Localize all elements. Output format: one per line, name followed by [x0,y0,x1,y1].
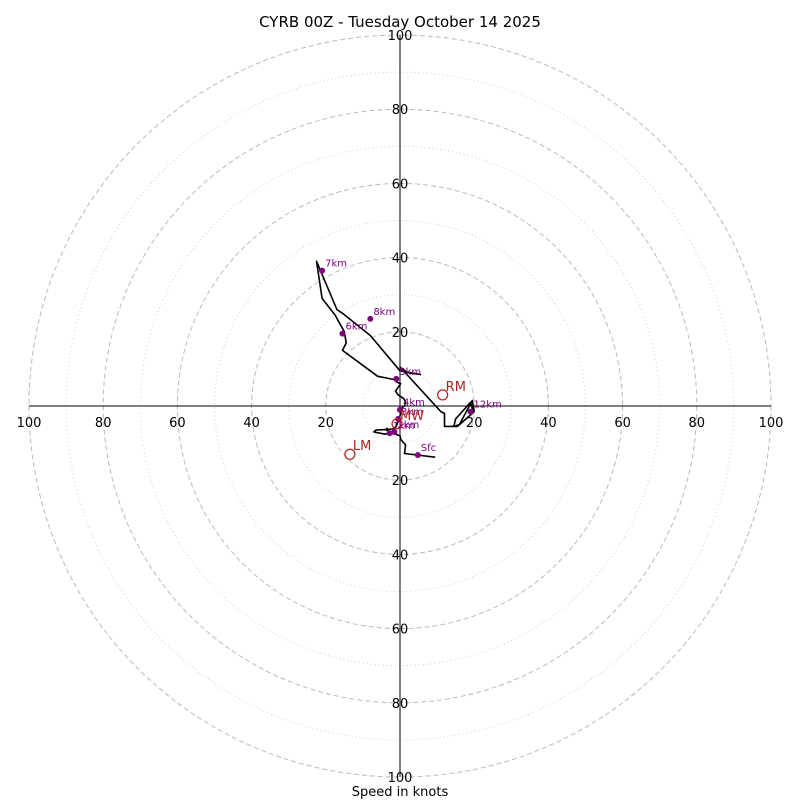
axes [29,35,771,777]
height-marker-5km [393,375,400,382]
storm-motion-label-LM: LM [353,439,371,454]
storm-motion-markers: RM LM MW [344,380,466,460]
height-marker-7km [319,267,326,274]
height-label-12km: 12km [473,400,501,411]
storm-motion-LM [344,448,356,460]
height-marker-6km [339,330,346,337]
height-label-5km: 5km [399,367,421,378]
storm-motion-label-RM: RM [446,380,466,395]
x-axis-label: Speed in knots [352,785,449,800]
height-label-6km: 6km [345,322,367,333]
y-tick-label: 100 [388,29,413,44]
y-tick-label: 60 [392,623,409,638]
storm-motion-label-MW: MW [400,409,424,424]
storm-motion-RM [437,389,449,401]
x-tick-label: 20 [466,416,483,431]
height-label-2km: 2km [397,420,419,431]
storm-motion-MW [391,418,403,430]
y-tick-label: 80 [392,697,409,712]
height-marker-8km [367,315,374,322]
height-label-4km: 4km [403,398,425,409]
height-label-Sfc: Sfc [421,443,436,454]
height-marker-1km [386,430,393,437]
x-tick-label: 80 [689,416,706,431]
y-tick-label: 100 [388,771,413,786]
height-marker-12km [467,408,474,415]
y-tick-label: 40 [392,252,409,267]
x-tick-label: 40 [243,416,260,431]
x-tick-label: 100 [759,416,784,431]
y-tick-label: 20 [392,326,409,341]
height-label-7km: 7km [325,259,347,270]
height-marker-2km [391,428,398,435]
height-label-1km: 1km [393,421,415,432]
x-tick-label: 80 [95,416,112,431]
x-tick-label: 60 [614,416,631,431]
height-marker-Sfc [414,451,421,458]
height-label-8km: 8km [373,307,395,318]
x-tick-label: 20 [318,416,335,431]
y-tick-label: 80 [392,103,409,118]
y-tick-label: 40 [392,548,409,563]
chart-title: CYRB 00Z - Tuesday October 14 2025 [259,13,541,31]
y-tick-label: 60 [392,177,409,192]
height-label-3km: 3km [401,407,423,418]
x-tick-label: 60 [169,416,186,431]
x-tick-label: 40 [540,416,557,431]
height-marker-4km [397,406,403,413]
tick-labels: 100 100 80 80 60 60 40 40 20 20 20 20 40 40 60 60 80 80 10… [17,29,784,786]
y-tick-label: 20 [392,474,409,489]
x-tick-label: 100 [17,416,42,431]
